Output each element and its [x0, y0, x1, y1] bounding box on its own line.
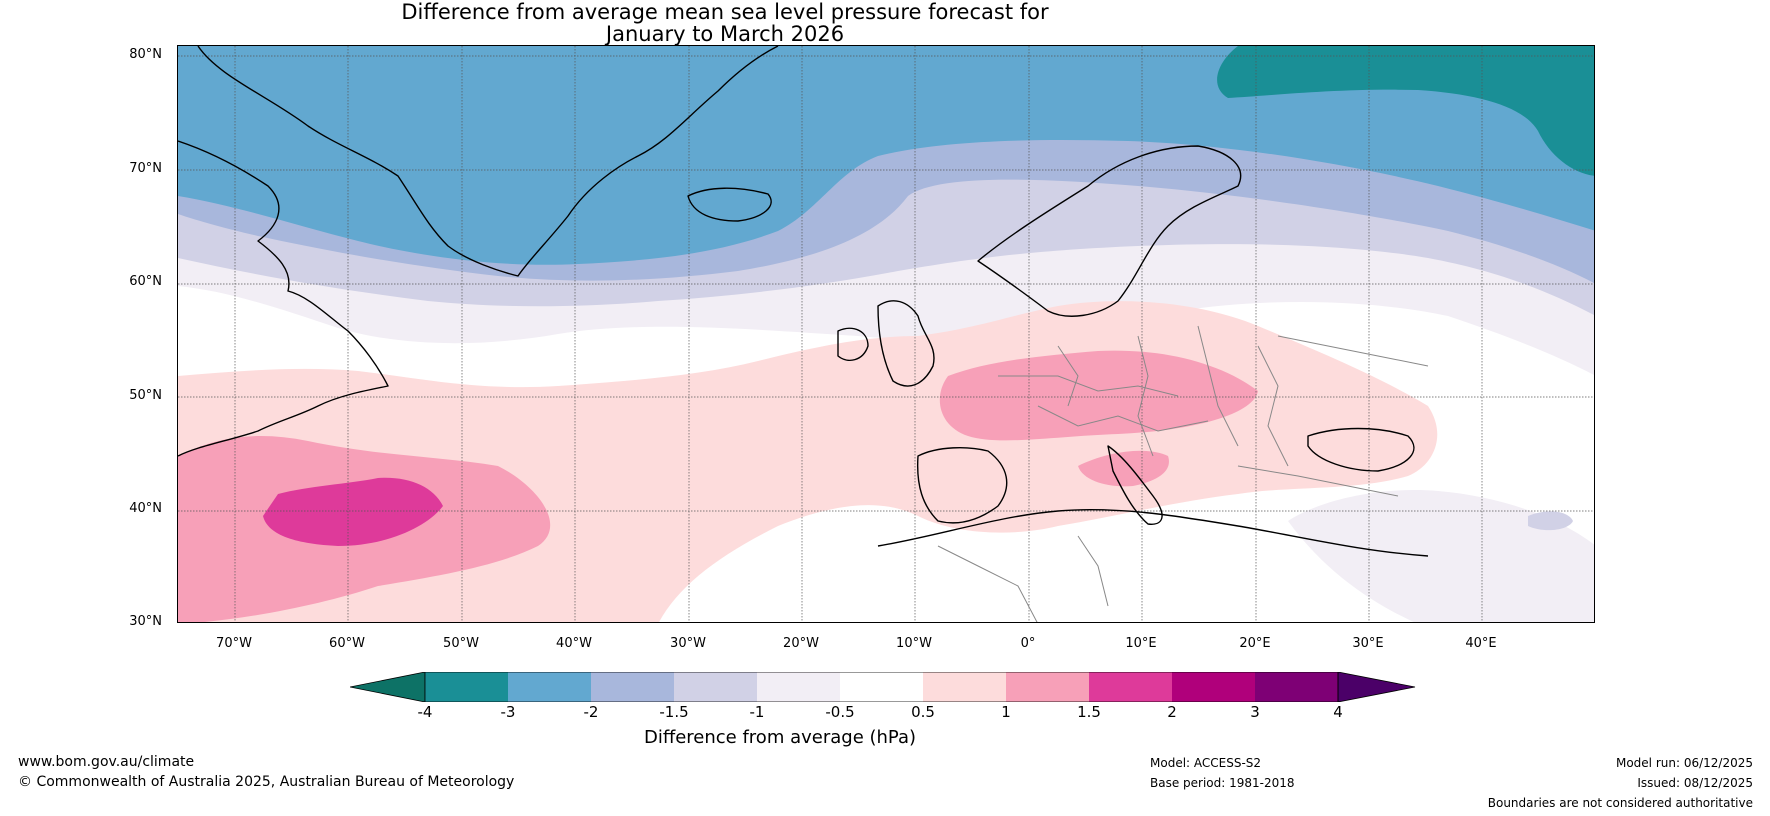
footer-model: Model: ACCESS-S2	[1150, 756, 1262, 770]
colorbar-bin	[1006, 672, 1089, 702]
lon-label-20w: 20°W	[783, 636, 819, 651]
colorbar-tick: -0.5	[825, 703, 855, 721]
coast-iceland	[687, 187, 772, 222]
colorbar-label: Difference from average (hPa)	[643, 727, 917, 748]
lat-label-70n: 70°N	[129, 161, 162, 176]
colorbar-tick: -1.5	[659, 703, 689, 721]
colorbar-outline	[424, 672, 1339, 702]
lat-label-30n: 30°N	[129, 614, 162, 629]
colorbar-bin	[840, 672, 923, 702]
colorbar	[350, 672, 1416, 702]
lat-label-80n: 80°N	[129, 47, 162, 62]
colorbar-tick: -2	[583, 703, 599, 721]
lon-label-10w: 10°W	[896, 636, 932, 651]
colorbar-bin	[674, 672, 757, 702]
colorbar-tick: 0.5	[911, 703, 935, 721]
lon-label-70w: 70°W	[216, 636, 252, 651]
colorbar-extend-above	[1337, 672, 1416, 702]
lon-label-30w: 30°W	[670, 636, 706, 651]
colorbar-tick: 2	[1167, 703, 1177, 721]
footer-disclaimer: Boundaries are not considered authoritat…	[1487, 796, 1753, 810]
colorbar-bin	[1172, 672, 1255, 702]
colorbar-bin	[757, 672, 840, 702]
band-minus-3-to-minus-4	[1217, 46, 1594, 176]
lon-label-50w: 50°W	[443, 636, 479, 651]
colorbar-bin	[1089, 672, 1172, 702]
lon-label-60w: 60°W	[329, 636, 365, 651]
country-borders	[937, 325, 1429, 622]
band-near-zero-negative-east	[1288, 490, 1594, 622]
lat-label-60n: 60°N	[129, 274, 162, 289]
lon-label-40w: 40°W	[556, 636, 592, 651]
pressure-anomaly-map	[177, 45, 1595, 623]
lon-label-10e: 10°E	[1125, 636, 1157, 651]
colorbar-tick: 3	[1250, 703, 1260, 721]
coast-mediterranean-south	[877, 509, 1429, 557]
colorbar-bin	[508, 672, 591, 702]
band-plus-1-to-plus-1.5-alps	[1078, 450, 1169, 487]
coast-scandinavia	[977, 145, 1242, 317]
band-plus-1.5-to-plus-2	[263, 477, 443, 546]
colorbar-bin	[1255, 672, 1338, 702]
footer-base-period: Base period: 1981-2018	[1150, 776, 1295, 790]
footer-issued: Issued: 08/12/2025	[1637, 776, 1753, 790]
map-canvas	[178, 46, 1594, 622]
graticule	[178, 46, 1594, 622]
lat-label-50n: 50°N	[129, 388, 162, 403]
map-title-line1: Difference from average mean sea level p…	[401, 0, 1049, 24]
colorbar-bin	[923, 672, 1006, 702]
coast-black-sea	[1307, 427, 1415, 472]
coastlines	[178, 46, 1429, 557]
lon-label-40e: 40°E	[1465, 636, 1497, 651]
coast-greenland	[197, 46, 779, 277]
colorbar-tick: -4	[417, 703, 433, 721]
map-title-line2: January to March 2026	[605, 22, 845, 46]
footer-copyright: © Commonwealth of Australia 2025, Austra…	[18, 774, 515, 790]
colorbar-bin	[425, 672, 508, 702]
coast-labrador	[178, 140, 389, 457]
coast-iberia	[916, 447, 1008, 524]
lon-label-20e: 20°E	[1239, 636, 1271, 651]
colorbar-tick: 1	[1001, 703, 1011, 721]
band-minus-2-to-minus-3	[178, 46, 1594, 265]
coast-ireland	[837, 327, 869, 362]
coast-italy	[1107, 445, 1163, 525]
colorbar-tick: -1	[749, 703, 765, 721]
colorbar-extend-below	[350, 672, 426, 702]
colorbar-bin	[591, 672, 674, 702]
footer-model-run: Model run: 06/12/2025	[1615, 756, 1753, 770]
band-minus-1-small-east	[1528, 511, 1573, 531]
coast-britain	[877, 300, 935, 387]
colorbar-tick: -3	[500, 703, 516, 721]
lon-label-30e: 30°E	[1352, 636, 1384, 651]
lon-label-0: 0°	[1020, 636, 1036, 651]
footer-website: www.bom.gov.au/climate	[18, 754, 195, 770]
colorbar-tick: 1.5	[1077, 703, 1101, 721]
lat-label-40n: 40°N	[129, 501, 162, 516]
band-plus-1-to-plus-1.5-europe	[939, 350, 1258, 441]
colorbar-tick: 4	[1333, 703, 1343, 721]
